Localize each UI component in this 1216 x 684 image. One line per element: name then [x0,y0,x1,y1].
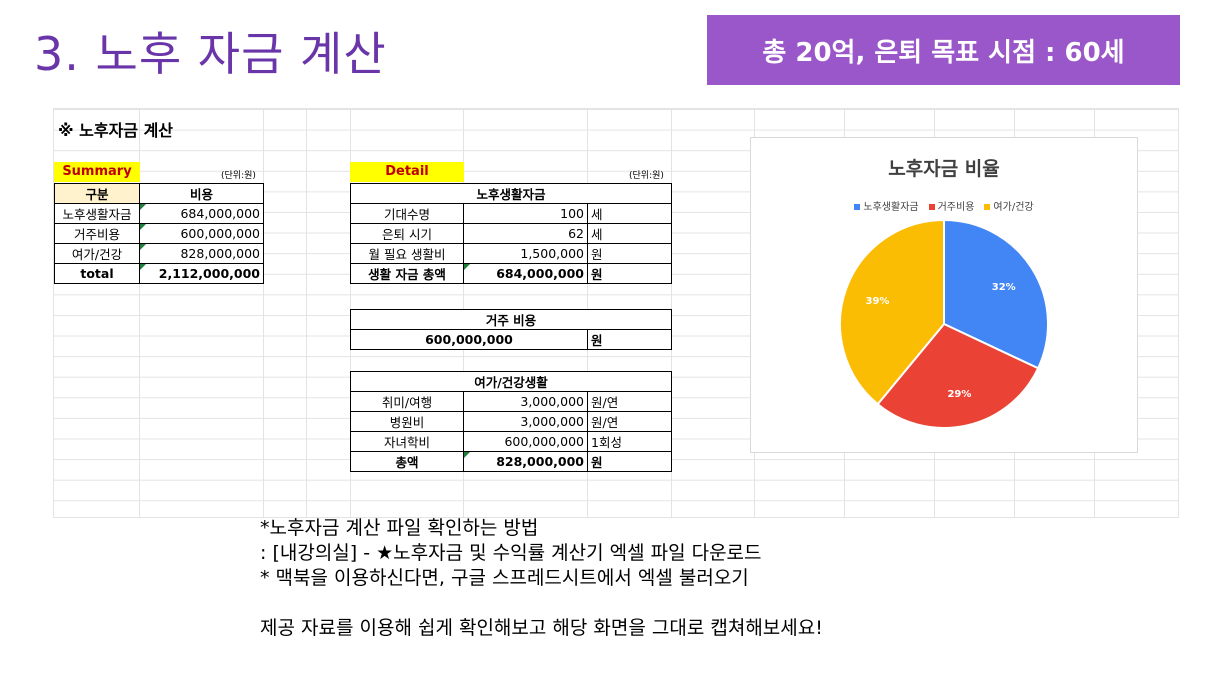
summary-table: 구분 비용 노후생활자금 684,000,000 거주비용 600,000,00… [54,183,264,284]
row-unit: 원/연 [587,411,672,432]
living-table: 노후생활자금 기대수명 100 세 은퇴 시기 62 세 월 필요 생활비 1,… [350,183,672,284]
legend-label: 여가/건강 [993,202,1034,213]
legend-item: 거주비용 [928,198,975,213]
row-value: 684,000,000 [139,203,264,224]
leisure-table: 여가/건강생활 취미/여행 3,000,000 원/연 병원비 3,000,00… [350,371,672,472]
row-value: 3,000,000 [463,411,588,432]
note-line: : [내강의실] - ★노후자금 및 수익률 계산기 엑셀 파일 다운로드 [260,542,762,564]
table-row: 병원비 3,000,000 원/연 [350,411,672,432]
pie-data-label-1: 29% [947,389,971,400]
table-row: 월 필요 생활비 1,500,000 원 [350,243,672,264]
chart-legend: 노후생활자금 거주비용 여가/건강 [751,198,1137,213]
summary-col-header: 비용 [139,183,264,204]
row-value: 3,000,000 [463,391,588,412]
sheet-heading: ※ 노후자금 계산 [58,121,174,140]
table-row: 기대수명 100 세 [350,203,672,224]
table-row: 은퇴 시기 62 세 [350,223,672,244]
row-unit: 1회성 [587,431,672,452]
row-value: 100 [463,203,588,224]
row-name: 병원비 [350,411,464,432]
total-name: 총액 [350,451,464,472]
row-value: 600,000,000 [463,431,588,452]
total-value: 2,112,000,000 [139,263,264,284]
table-row: 거주비용 600,000,000 [54,223,264,244]
row-name: 거주비용 [54,223,140,244]
summary-col-header: 구분 [54,183,140,204]
living-header: 노후생활자금 [350,183,672,204]
note-line: * 맥북을 이용하신다면, 구글 스프레드시트에서 엑셀 불러오기 [260,567,749,589]
legend-item: 여가/건강 [984,198,1034,213]
total-name: 생활 자금 총액 [350,263,464,284]
row-value: 600,000,000 [139,223,264,244]
row-value: 62 [463,223,588,244]
pie-data-label-2: 39% [865,296,889,307]
table-row: 총액 828,000,000 원 [350,451,672,472]
detail-units: (단위:원) [629,171,664,181]
legend-swatch [928,204,935,210]
pie-slice-2 [839,218,945,406]
total-value: 828,000,000 [463,451,588,472]
row-unit: 세 [587,203,672,224]
row-unit: 원 [587,243,672,264]
total-unit: 원 [587,263,672,284]
table-row: 취미/여행 3,000,000 원/연 [350,391,672,412]
detail-label: Detail [350,162,464,182]
legend-swatch [854,204,861,210]
housing-unit: 원 [587,329,672,350]
goal-banner: 총 20억, 은퇴 목표 시점 : 60세 [707,15,1180,85]
pie-slice-0 [943,218,1049,370]
pie-svg: 32% 29% 39% [839,218,1049,429]
slide-title: 3. 노후 자금 계산 [34,27,387,81]
leisure-header: 여가/건강생활 [350,371,672,392]
row-value: 828,000,000 [139,243,264,264]
total-unit: 원 [587,451,672,472]
legend-swatch [984,204,991,210]
table-row: 자녀학비 600,000,000 1회성 [350,431,672,452]
row-name: 취미/여행 [350,391,464,412]
table-row: 600,000,000 원 [350,329,672,350]
pie-data-label-0: 32% [992,282,1016,293]
row-value: 1,500,000 [463,243,588,264]
summary-label: Summary [54,162,140,182]
housing-table: 거주 비용 600,000,000 원 [350,309,672,350]
table-row: 여가/건강 828,000,000 [54,243,264,264]
table-row: 노후생활자금 684,000,000 [54,203,264,224]
table-row: 생활 자금 총액 684,000,000 원 [350,263,672,284]
row-name: 기대수명 [350,203,464,224]
row-name: 노후생활자금 [54,203,140,224]
row-name: 여가/건강 [54,243,140,264]
chart-title: 노후자금 비율 [888,158,1000,180]
row-unit: 원/연 [587,391,672,412]
row-name: 월 필요 생활비 [350,243,464,264]
total-name: total [54,263,140,284]
row-unit: 세 [587,223,672,244]
note-line: *노후자금 계산 파일 확인하는 방법 [260,517,539,539]
legend-item: 노후생활자금 [854,198,919,213]
instructions: *노후자금 계산 파일 확인하는 방법 : [내강의실] - ★노후자금 및 수… [260,516,823,641]
note-line: 제공 자료를 이용해 쉽게 확인해보고 해당 화면을 그대로 캡쳐해보세요! [260,617,823,639]
legend-label: 거주비용 [937,202,975,213]
row-name: 자녀학비 [350,431,464,452]
total-value: 684,000,000 [463,263,588,284]
legend-label: 노후생활자금 [863,202,919,213]
housing-value: 600,000,000 [350,329,588,350]
summary-units: (단위:원) [221,171,256,181]
housing-header: 거주 비용 [350,309,672,330]
table-row: total 2,112,000,000 [54,263,264,284]
pie-slice-1 [876,322,1040,429]
row-name: 은퇴 시기 [350,223,464,244]
pie-chart: 노후자금 비율 노후생활자금 거주비용 여가/건강 32% 29% 39% [750,137,1138,453]
